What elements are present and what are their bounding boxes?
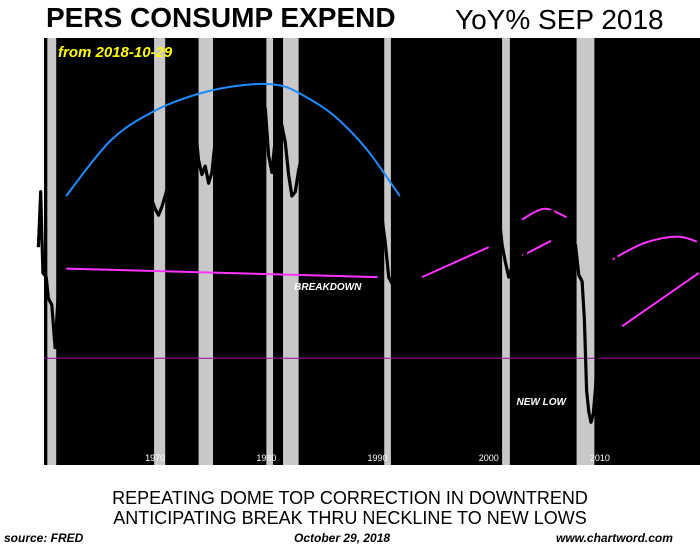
- overlay-trend-2012-2019: [621, 272, 700, 328]
- date-label: October 29, 2018: [294, 531, 391, 545]
- x-axis-ticks: 1970 1980 1990 2000 2010: [145, 453, 610, 463]
- recession-band: [283, 38, 299, 465]
- trend-overlays: [65, 82, 700, 328]
- y-tick-label: 7.5: [7, 193, 20, 203]
- y-tick-label: -5.0: [7, 460, 23, 470]
- pce-yoy-series-line: [36, 89, 700, 424]
- y-tick-label: 5.0: [7, 247, 20, 257]
- overlay-dome-2003-2007: [521, 207, 568, 221]
- plot-background: [44, 38, 700, 465]
- caption-line-1: REPEATING DOME TOP CORRECTION IN DOWNTRE…: [112, 488, 588, 508]
- chart-annotations: BREAKDOWN NEW LOW: [294, 282, 567, 408]
- recession-band: [198, 38, 214, 465]
- y-tick-label: -2.5: [7, 407, 23, 417]
- overlay-neckline: [66, 267, 378, 279]
- recession-band: [576, 38, 595, 465]
- x-tick-label: 2010: [590, 453, 610, 463]
- y-tick-label: 0.0: [7, 353, 20, 363]
- recession-band: [502, 38, 510, 465]
- caption-line-2: ANTICIPATING BREAK THRU NECKLINE TO NEW …: [113, 508, 587, 528]
- overlay-dome-1961-1992: [65, 82, 401, 197]
- y-tick-label: 12.5: [7, 86, 25, 96]
- chart-period: YoY% SEP 2018: [455, 4, 664, 35]
- x-tick-label: 1990: [368, 453, 388, 463]
- x-tick-label: 1980: [256, 453, 276, 463]
- chart-subtitle: from 2018-10-29: [58, 44, 173, 61]
- y-tick-label: 10.0: [7, 140, 25, 150]
- x-tick-label: 1970: [145, 453, 165, 463]
- y-tick-label: 2.5: [7, 300, 20, 310]
- recession-band: [47, 38, 57, 465]
- overlay-trend-1994-2000: [421, 246, 490, 279]
- website-label: www.chartword.com: [556, 531, 673, 545]
- x-tick-label: 2000: [479, 453, 499, 463]
- annotation-label: BREAKDOWN: [294, 282, 362, 293]
- chart-title: PERS CONSUMP EXPEND: [46, 2, 396, 33]
- y-axis-ticks: 15.0 12.5 10.0 7.5 5.0 2.5 0.0 -2.5 -5.0: [7, 33, 25, 470]
- source-label: source: FRED: [4, 531, 84, 545]
- recession-band: [266, 38, 274, 465]
- y-tick-label: 15.0: [7, 33, 25, 43]
- recession-band: [154, 38, 166, 465]
- overlay-dome-2011-2019: [610, 235, 700, 261]
- annotation-label: NEW LOW: [517, 397, 568, 408]
